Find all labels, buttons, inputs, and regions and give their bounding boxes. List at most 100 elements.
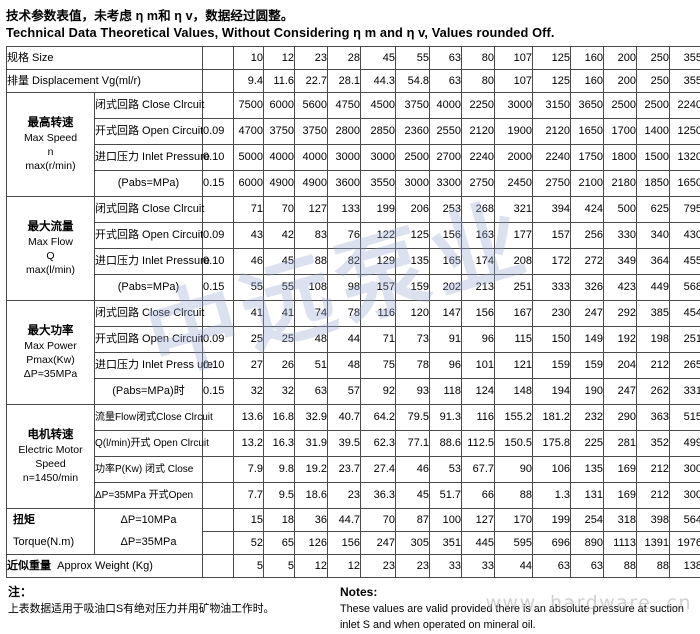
data-cell: 159 (532, 352, 571, 380)
group-label-en: Pmax(Kw) (26, 353, 75, 366)
data-cell: 5600 (294, 92, 328, 120)
data-cell: 247 (603, 378, 637, 406)
sub-label: 闭式回路 Close Clrcuit (94, 300, 204, 328)
data-cell: 63 (294, 378, 328, 406)
data-cell: 265 (669, 352, 700, 380)
data-cell: 138 (669, 554, 700, 579)
data-cell: 5 (263, 554, 295, 579)
data-cell: 27 (233, 352, 264, 380)
inlet-pressure-value (202, 300, 234, 328)
data-cell: 2500 (603, 92, 637, 120)
data-cell: 225 (570, 430, 604, 458)
data-cell: 125 (395, 222, 430, 250)
data-cell: 147 (429, 300, 462, 328)
data-cell: 28 (327, 46, 361, 71)
data-cell: 71 (233, 196, 264, 224)
data-cell: 135 (570, 456, 604, 484)
group-label-motor-speed: 电机转速 Electric Motor Speed n=1450/min (6, 404, 95, 510)
data-cell: 2500 (395, 144, 430, 172)
data-cell: 90 (494, 456, 533, 484)
data-cell: 88 (494, 482, 533, 510)
data-cell: 1391 (636, 531, 670, 556)
data-cell: 3650 (570, 92, 604, 120)
data-cell: 2800 (327, 118, 361, 146)
sub-label: 开式回路 Open Circuit (94, 118, 203, 146)
data-cell: 160 (570, 46, 604, 71)
data-cell: 44.7 (327, 508, 361, 533)
group-label-en: max(r/min) (25, 159, 76, 172)
data-cell: 230 (532, 300, 571, 328)
data-cell: 625 (636, 196, 670, 224)
data-cell: 2240 (532, 144, 571, 172)
data-cell: 155.2 (494, 404, 533, 432)
group-label-torque: Torque(N.m) (6, 531, 95, 556)
data-cell: 595 (494, 531, 533, 556)
notes-chinese: 注： 上表数据适用于吸油口S有绝对压力并用矿物油工作时。 (6, 584, 340, 633)
data-cell: 170 (494, 508, 533, 533)
data-cell: 45 (395, 482, 430, 510)
data-cell: 1900 (494, 118, 533, 146)
data-cell: 3150 (532, 92, 571, 120)
data-cell: 1320 (669, 144, 700, 172)
data-cell: 36 (294, 508, 328, 533)
data-cell: 18 (263, 508, 295, 533)
data-cell: 330 (603, 222, 637, 250)
data-cell: 67.7 (461, 456, 495, 484)
sub-label: 闭式回路 Close Clrcuit (94, 196, 204, 224)
notes-chinese-body: 上表数据适用于吸油口S有绝对压力并用矿物油工作时。 (8, 603, 275, 616)
inlet-pressure-value (202, 554, 234, 579)
data-cell: 250 (636, 46, 670, 71)
data-cell: 2450 (494, 170, 533, 198)
data-cell: 115 (494, 326, 533, 354)
data-cell: 63 (532, 554, 571, 579)
data-cell: 46 (395, 456, 430, 484)
data-cell: 169 (603, 482, 637, 510)
data-cell: 13.6 (233, 404, 264, 432)
inlet-pressure-value (202, 69, 234, 94)
data-cell: 1250 (669, 118, 700, 146)
data-cell: 3300 (429, 170, 462, 198)
data-cell: 36.3 (360, 482, 396, 510)
data-cell: 795 (669, 196, 700, 224)
data-cell: 398 (636, 508, 670, 533)
data-cell: 4900 (263, 170, 295, 198)
data-cell: 198 (636, 326, 670, 354)
row-max-speed: 最高转速 Max Speed n max(r/min) 闭式回路 Close Clrcu… (6, 92, 700, 198)
group-label-cn: 最高转速 (27, 117, 74, 130)
data-cell: 1850 (636, 170, 670, 198)
data-cell: 1976 (669, 531, 700, 556)
group-label-en: Speed (35, 457, 66, 470)
data-cell: 2500 (636, 92, 670, 120)
data-cell: 204 (603, 352, 637, 380)
row-max-power: 最大功率 Max Power Pmax(Kw) ΔP=35MPa 闭式回路 Close … (6, 300, 700, 406)
data-cell: 305 (395, 531, 430, 556)
data-cell: 1400 (636, 118, 670, 146)
data-cell: 200 (603, 46, 637, 71)
weight-label-cn: 近似重量 (7, 559, 51, 572)
data-cell: 1113 (603, 531, 637, 556)
data-cell: 87 (395, 508, 430, 533)
data-cell: 18.6 (294, 482, 328, 510)
data-cell: 66 (461, 482, 495, 510)
data-cell: 206 (395, 196, 430, 224)
data-cell: 9.5 (263, 482, 295, 510)
data-cell: 43 (233, 222, 264, 250)
data-cell: 120 (395, 300, 430, 328)
data-cell: 340 (636, 222, 670, 250)
data-cell: 51 (294, 352, 328, 380)
row-torque: Torque(N.m) ΔP=35MPa 52 65 126 156 247 305 351 4… (6, 531, 700, 556)
data-cell: 63 (570, 554, 604, 579)
inlet-pressure-value: 0.09 (202, 326, 234, 354)
data-cell: 91 (429, 326, 462, 354)
data-cell: 256 (570, 222, 604, 250)
data-cell: 107 (494, 69, 533, 94)
data-cell: 3000 (327, 144, 361, 172)
data-cell: 26 (263, 352, 295, 380)
sub-label: ΔP=10MPa (94, 508, 203, 532)
inlet-pressure-value: 0.10 (202, 144, 234, 172)
sub-label: 闭式回路 Close Clrcuit (94, 92, 204, 120)
data-cell: 10 (233, 46, 264, 71)
data-cell: 71 (360, 326, 396, 354)
